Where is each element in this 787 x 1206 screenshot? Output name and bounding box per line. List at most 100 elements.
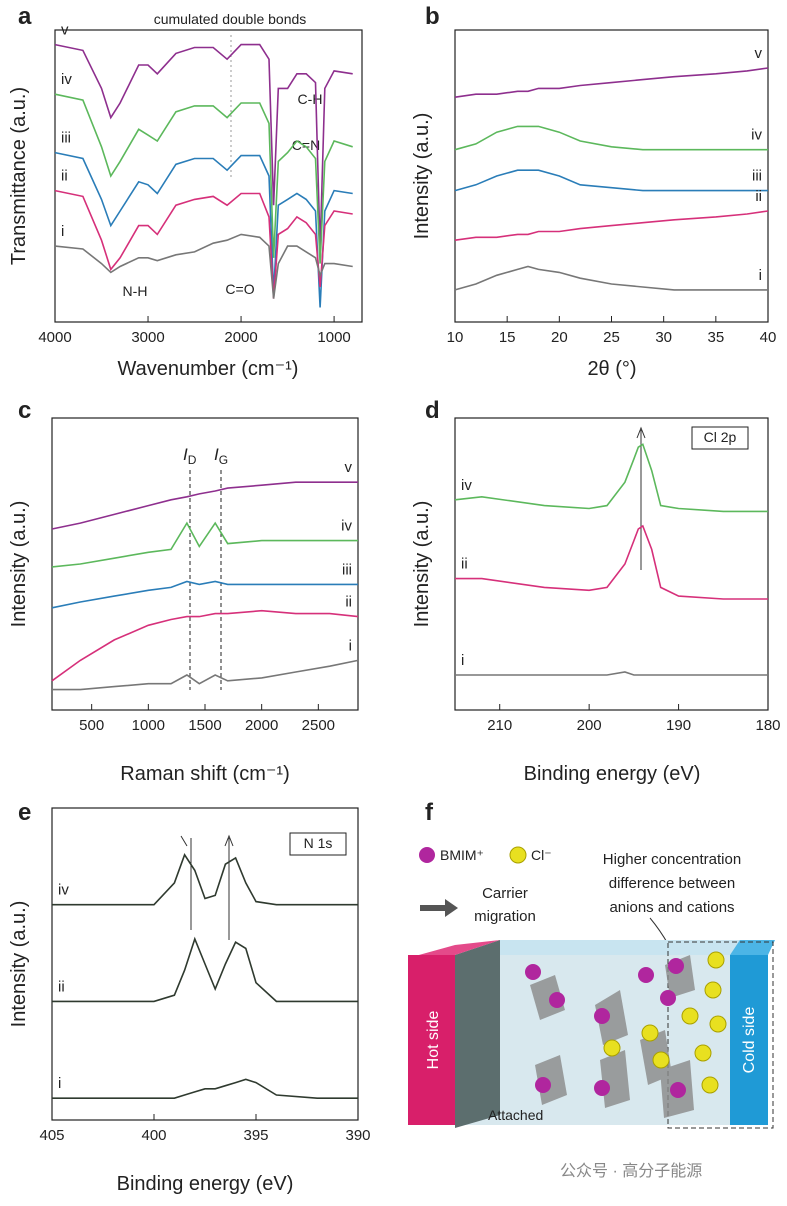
cold-label: Cold side: [741, 1007, 758, 1074]
annotation: C=O: [225, 281, 254, 297]
series-label: i: [349, 637, 352, 654]
peak-sub: D: [188, 453, 197, 467]
peak-main: I: [183, 445, 188, 464]
annotation-box: [691, 426, 749, 450]
x-tick-label: 4000: [38, 329, 71, 346]
x-tick-label: 35: [707, 329, 724, 346]
cold-side: [730, 955, 768, 1125]
series-label: i: [61, 223, 64, 240]
y-axis-label: Intensity (a.u.): [411, 113, 433, 240]
region: [667, 941, 774, 1129]
x-tick-label: 40: [760, 329, 777, 346]
series-label: iii: [342, 561, 352, 578]
plot-frame: [54, 29, 363, 323]
anions: [603, 951, 727, 1094]
series-label: iv: [58, 882, 69, 899]
arrow: [180, 834, 234, 940]
x-axis-label: Raman shift (cm⁻¹): [120, 763, 289, 785]
annotation-box: [289, 832, 347, 856]
x-tick-label: 210: [487, 717, 512, 734]
peak-main: I: [214, 445, 219, 464]
x-tick-label: 405: [39, 1127, 64, 1144]
cold-top: [730, 940, 775, 955]
series-label: i: [759, 267, 762, 284]
box-front: [460, 955, 740, 1125]
x-tick-label: 1000: [132, 717, 165, 734]
series-label: iv: [61, 71, 72, 88]
anion-icon: [509, 846, 527, 864]
series-line: [455, 671, 768, 676]
series-line: [455, 524, 768, 600]
series-label: ii: [58, 978, 65, 995]
series-line: [52, 1078, 358, 1099]
attached-label: Attached: [488, 1107, 543, 1123]
x-axis-label: Binding energy (eV): [524, 763, 701, 785]
x-tick-label: 500: [79, 717, 104, 734]
plot-frame: [454, 417, 769, 711]
diagram: f BMIM⁺ Cl⁻ Higher concentration differe…: [408, 799, 775, 1129]
x-tick-label: 10: [447, 329, 464, 346]
series-line: [54, 233, 353, 299]
x-tick-label: 400: [141, 1127, 166, 1144]
series-line: [51, 580, 358, 609]
annotation: C-H: [298, 91, 323, 107]
cations: [525, 958, 686, 1098]
series-line: [51, 609, 359, 682]
peak-label: IG: [214, 445, 228, 467]
series-label: v: [345, 459, 353, 476]
series-label: iv: [461, 477, 472, 494]
plot-frame: [51, 417, 359, 711]
series-line: [454, 443, 768, 513]
x-tick-label: 20: [551, 329, 568, 346]
cation-icon: [419, 847, 435, 863]
x-tick-label: 200: [577, 717, 602, 734]
hot-top: [408, 940, 500, 958]
x-tick-label: 180: [755, 717, 780, 734]
series-label: ii: [755, 188, 762, 205]
x-axis-label: 2θ (°): [587, 358, 636, 380]
series-line: [454, 210, 769, 241]
y-axis-label: Intensity (a.u.): [8, 901, 30, 1028]
series-label: iii: [61, 130, 71, 147]
anion-label: Cl⁻: [531, 847, 552, 863]
x-tick-label: 15: [499, 329, 516, 346]
watermark: 公众号 · 高分子能源: [560, 1162, 702, 1180]
note: difference between: [609, 875, 735, 892]
annotation: Cl 2p: [704, 429, 737, 445]
series-line: [51, 481, 358, 530]
arrow: [636, 426, 646, 570]
y-axis-label: Intensity (a.u.): [8, 501, 30, 628]
panel-label: b: [425, 3, 440, 30]
series-line: [454, 67, 769, 98]
annotation: C=N: [292, 137, 320, 153]
attached-layer: [455, 940, 500, 1128]
x-axis-label: Wavenumber (cm⁻¹): [118, 358, 299, 380]
series-line: [54, 93, 353, 264]
series-line: [52, 659, 359, 691]
panel-label: d: [425, 397, 440, 424]
panel-label: f: [425, 799, 434, 826]
series-line: [454, 169, 768, 192]
y-axis-label: Transmittance (a.u.): [8, 87, 30, 265]
series-label: ii: [345, 594, 352, 611]
peak-label: ID: [183, 445, 197, 467]
x-tick-label: 390: [345, 1127, 370, 1144]
migration: Carrier: [482, 885, 528, 902]
cation-label: BMIM⁺: [440, 847, 484, 863]
series-label: iv: [341, 518, 352, 535]
x-tick-label: 1500: [188, 717, 221, 734]
panel-label: c: [18, 397, 31, 424]
y-axis-label: Intensity (a.u.): [411, 501, 433, 628]
x-tick-label: 2500: [302, 717, 335, 734]
series-label: i: [58, 1075, 61, 1092]
note: anions and cations: [609, 899, 734, 916]
series-line: [52, 936, 358, 1003]
panel-label: a: [18, 3, 32, 30]
migration: migration: [474, 908, 536, 925]
series-line: [454, 265, 768, 291]
x-tick-label: 25: [603, 329, 620, 346]
series-line: [454, 125, 768, 151]
series-label: v: [755, 45, 763, 62]
series-line: [54, 151, 353, 308]
